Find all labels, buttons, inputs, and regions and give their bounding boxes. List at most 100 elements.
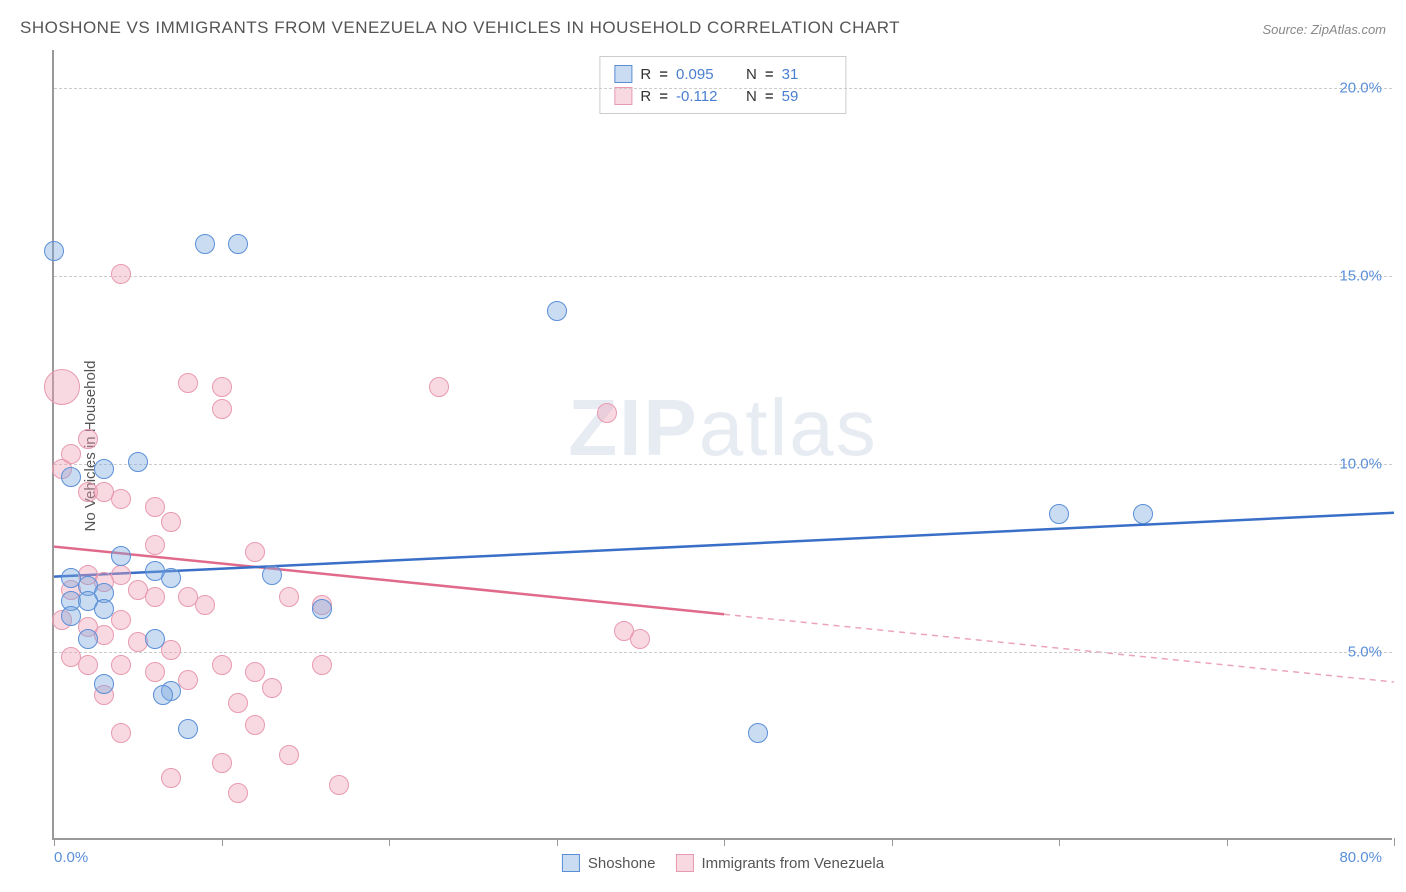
data-point <box>429 377 449 397</box>
r-label: R <box>640 66 651 83</box>
swatch-series-b <box>675 854 693 872</box>
plot-area: ZIPatlas R = 0.095 N = 31 R = -0.112 N = <box>52 50 1392 840</box>
data-point <box>279 745 299 765</box>
data-point <box>614 621 634 641</box>
data-point <box>161 640 181 660</box>
x-tick <box>724 838 725 846</box>
x-tick <box>54 838 55 846</box>
watermark-light: atlas <box>699 383 878 472</box>
y-tick-label: 5.0% <box>1348 643 1382 660</box>
legend-item-b: Immigrants from Venezuela <box>675 854 884 872</box>
data-point <box>94 674 114 694</box>
r-label: R <box>640 88 651 105</box>
legend-item-a: Shoshone <box>562 854 656 872</box>
data-point <box>145 497 165 517</box>
x-tick <box>557 838 558 846</box>
r-value-b: -0.112 <box>676 88 726 105</box>
chart-title: SHOSHONE VS IMMIGRANTS FROM VENEZUELA NO… <box>20 18 900 38</box>
data-point <box>312 599 332 619</box>
data-point <box>44 241 64 261</box>
data-point <box>145 662 165 682</box>
gridline <box>54 276 1392 277</box>
n-label: N <box>746 88 757 105</box>
series-b-label: Immigrants from Venezuela <box>701 855 884 872</box>
data-point <box>61 606 81 626</box>
data-point <box>748 723 768 743</box>
swatch-series-a <box>562 854 580 872</box>
x-tick <box>389 838 390 846</box>
data-point <box>111 723 131 743</box>
data-point <box>178 670 198 690</box>
n-label: N <box>746 66 757 83</box>
data-point <box>262 678 282 698</box>
data-point <box>145 535 165 555</box>
data-point <box>78 629 98 649</box>
data-point <box>145 561 165 581</box>
data-point <box>178 719 198 739</box>
gridline <box>54 652 1392 653</box>
data-point <box>111 264 131 284</box>
equals: = <box>765 88 774 105</box>
data-point <box>312 655 332 675</box>
data-point <box>228 693 248 713</box>
data-point <box>597 403 617 423</box>
swatch-series-b <box>614 87 632 105</box>
data-point <box>1133 504 1153 524</box>
series-legend: Shoshone Immigrants from Venezuela <box>562 854 884 872</box>
data-point <box>279 587 299 607</box>
data-point <box>245 715 265 735</box>
data-point <box>145 587 165 607</box>
r-value-a: 0.095 <box>676 66 726 83</box>
data-point <box>212 399 232 419</box>
data-point <box>61 467 81 487</box>
x-tick-label: 0.0% <box>54 849 88 866</box>
data-point <box>128 452 148 472</box>
watermark: ZIPatlas <box>568 382 877 474</box>
data-point <box>547 301 567 321</box>
data-point <box>94 599 114 619</box>
y-tick-label: 20.0% <box>1339 79 1382 96</box>
data-point <box>111 655 131 675</box>
data-point <box>145 629 165 649</box>
data-point <box>94 625 114 645</box>
data-point <box>61 647 81 667</box>
x-tick <box>1059 838 1060 846</box>
x-tick <box>1227 838 1228 846</box>
equals: = <box>659 88 668 105</box>
x-tick <box>892 838 893 846</box>
data-point <box>111 489 131 509</box>
data-point <box>228 234 248 254</box>
data-point <box>111 546 131 566</box>
data-point <box>245 662 265 682</box>
gridline <box>54 464 1392 465</box>
data-point <box>153 685 173 705</box>
data-point <box>78 429 98 449</box>
data-point <box>161 768 181 788</box>
data-point <box>195 595 215 615</box>
data-point <box>212 377 232 397</box>
data-point <box>228 783 248 803</box>
x-tick-label: 80.0% <box>1339 849 1382 866</box>
chart-container: SHOSHONE VS IMMIGRANTS FROM VENEZUELA NO… <box>0 0 1406 892</box>
y-tick-label: 15.0% <box>1339 267 1382 284</box>
source-attribution: Source: ZipAtlas.com <box>1262 22 1386 37</box>
data-point <box>1049 504 1069 524</box>
data-point <box>245 542 265 562</box>
data-point <box>111 610 131 630</box>
series-a-label: Shoshone <box>588 855 656 872</box>
data-point <box>195 234 215 254</box>
trend-line-extrapolated <box>724 614 1394 682</box>
legend-row-a: R = 0.095 N = 31 <box>614 63 831 85</box>
n-value-b: 59 <box>782 88 832 105</box>
correlation-legend: R = 0.095 N = 31 R = -0.112 N = 59 <box>599 56 846 114</box>
equals: = <box>659 66 668 83</box>
swatch-series-a <box>614 65 632 83</box>
data-point <box>44 369 80 405</box>
data-point <box>178 373 198 393</box>
data-point <box>161 512 181 532</box>
data-point <box>212 753 232 773</box>
x-tick <box>222 838 223 846</box>
x-tick <box>1394 838 1395 846</box>
data-point <box>94 459 114 479</box>
n-value-a: 31 <box>782 66 832 83</box>
